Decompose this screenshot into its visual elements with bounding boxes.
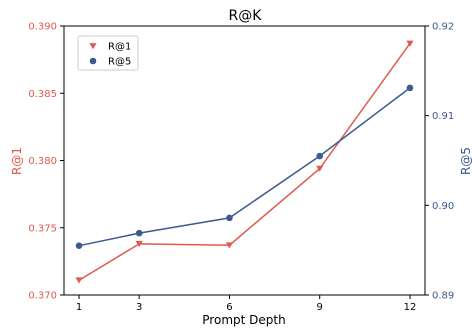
y-left-tick-label: 0.370 [28,291,57,302]
data-point-r1 [225,242,234,249]
data-point-r1 [135,241,143,248]
x-tick-label: 12 [404,302,417,313]
series-layer [75,40,414,284]
data-point-r5 [226,214,233,222]
data-point-r5 [316,152,324,160]
x-tick-label: 1 [76,302,82,313]
series-line-r1 [78,43,411,281]
y-left-axis-label: R@1 [10,147,24,175]
legend: R@1R@5 [77,35,139,71]
data-point-r5 [75,242,83,249]
x-axis: 1 3 6 9 12 [76,295,416,313]
y-left-tick-label: 0.385 [28,89,57,100]
data-point-r5 [406,84,414,92]
legend-label-r1: R@1 [108,42,131,53]
legend-marker-r5 [89,57,97,65]
y-right-tick-label: 0.92 [432,22,454,33]
data-point-r5 [135,229,143,237]
x-tick-label: 9 [317,302,323,313]
data-point-r1 [316,165,324,172]
x-tick-label: 6 [226,302,232,313]
y-left-tick-label: 0.375 [28,223,57,234]
y-right-tick-label: 0.89 [432,291,454,302]
y-left-tick-label: 0.390 [28,22,57,33]
x-tick-label: 3 [136,302,142,313]
y-right-tick-label: 0.90 [432,201,454,212]
chart-title: R@K [229,8,263,24]
data-point-r1 [75,277,83,284]
x-axis-label: Prompt Depth [202,313,285,327]
data-point-r1 [406,40,414,47]
y-right-axis-label: R@5 [459,147,472,175]
legend-label-r5: R@5 [108,57,131,68]
legend-marker-r1 [89,43,97,50]
y-left-axis: 0.370 0.375 0.380 0.385 0.390 [28,22,64,302]
y-left-tick-label: 0.380 [28,156,57,167]
y-right-axis: 0.89 0.90 0.91 0.92 [425,22,454,302]
y-right-tick-label: 0.91 [432,111,454,122]
